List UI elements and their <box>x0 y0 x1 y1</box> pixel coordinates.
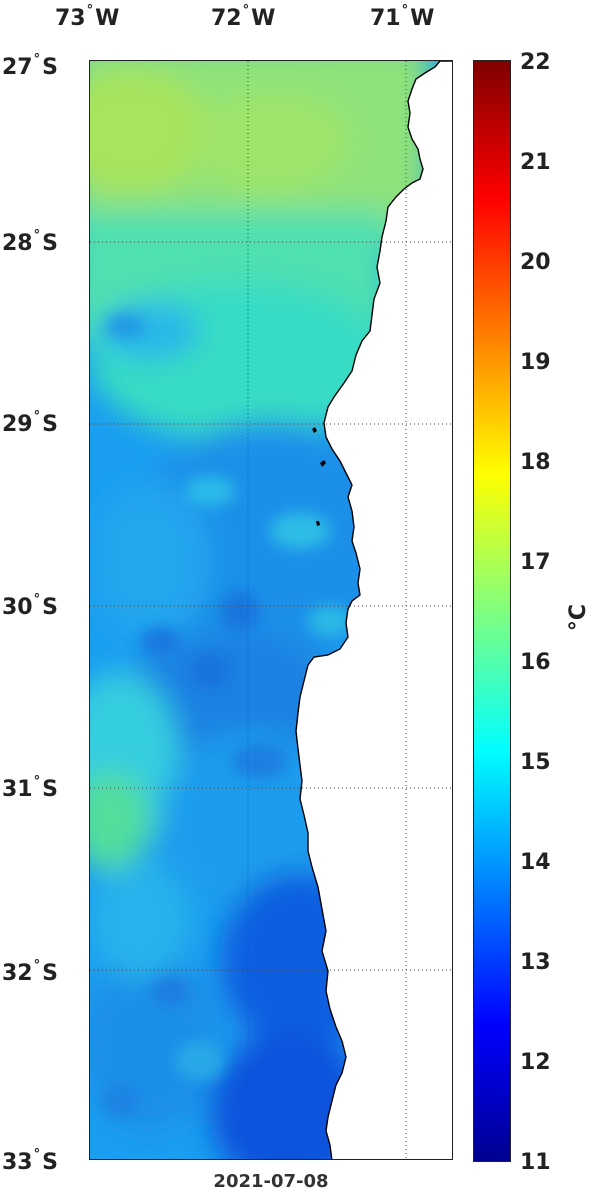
lat-label-31s: 31°S <box>2 774 58 802</box>
lon-label-71w: 71°W <box>370 3 435 31</box>
colorbar-tick-12: 12 <box>520 1050 551 1075</box>
colorbar-tick-22: 22 <box>520 50 551 75</box>
colorbar <box>473 60 511 1162</box>
lat-label-30s: 30°S <box>2 592 58 620</box>
colorbar-tick-13: 13 <box>520 950 551 975</box>
colorbar-scale <box>474 61 510 1161</box>
colorbar-tick-11: 11 <box>520 1150 551 1175</box>
lat-label-28s: 28°S <box>2 228 58 256</box>
lon-label-72w: 72°W <box>211 3 276 31</box>
date-label: 2021-07-08 <box>213 1171 329 1192</box>
colorbar-tick-18: 18 <box>520 450 551 475</box>
colorbar-tick-19: 19 <box>520 350 551 375</box>
colorbar-unit-label: °C <box>566 603 592 632</box>
lat-label-32s: 32°S <box>2 958 58 986</box>
sst-field <box>90 61 452 1159</box>
colorbar-tick-16: 16 <box>520 650 551 675</box>
colorbar-tick-20: 20 <box>520 250 551 275</box>
colorbar-tick-21: 21 <box>520 150 551 175</box>
sst-map <box>89 60 453 1160</box>
lat-label-29s: 29°S <box>2 409 58 437</box>
colorbar-tick-15: 15 <box>520 750 551 775</box>
lon-label-73w: 73°W <box>55 3 120 31</box>
lat-label-33s: 33°S <box>2 1147 58 1175</box>
colorbar-tick-14: 14 <box>520 850 551 875</box>
colorbar-tick-17: 17 <box>520 550 551 575</box>
lat-label-27s: 27°S <box>2 52 58 80</box>
